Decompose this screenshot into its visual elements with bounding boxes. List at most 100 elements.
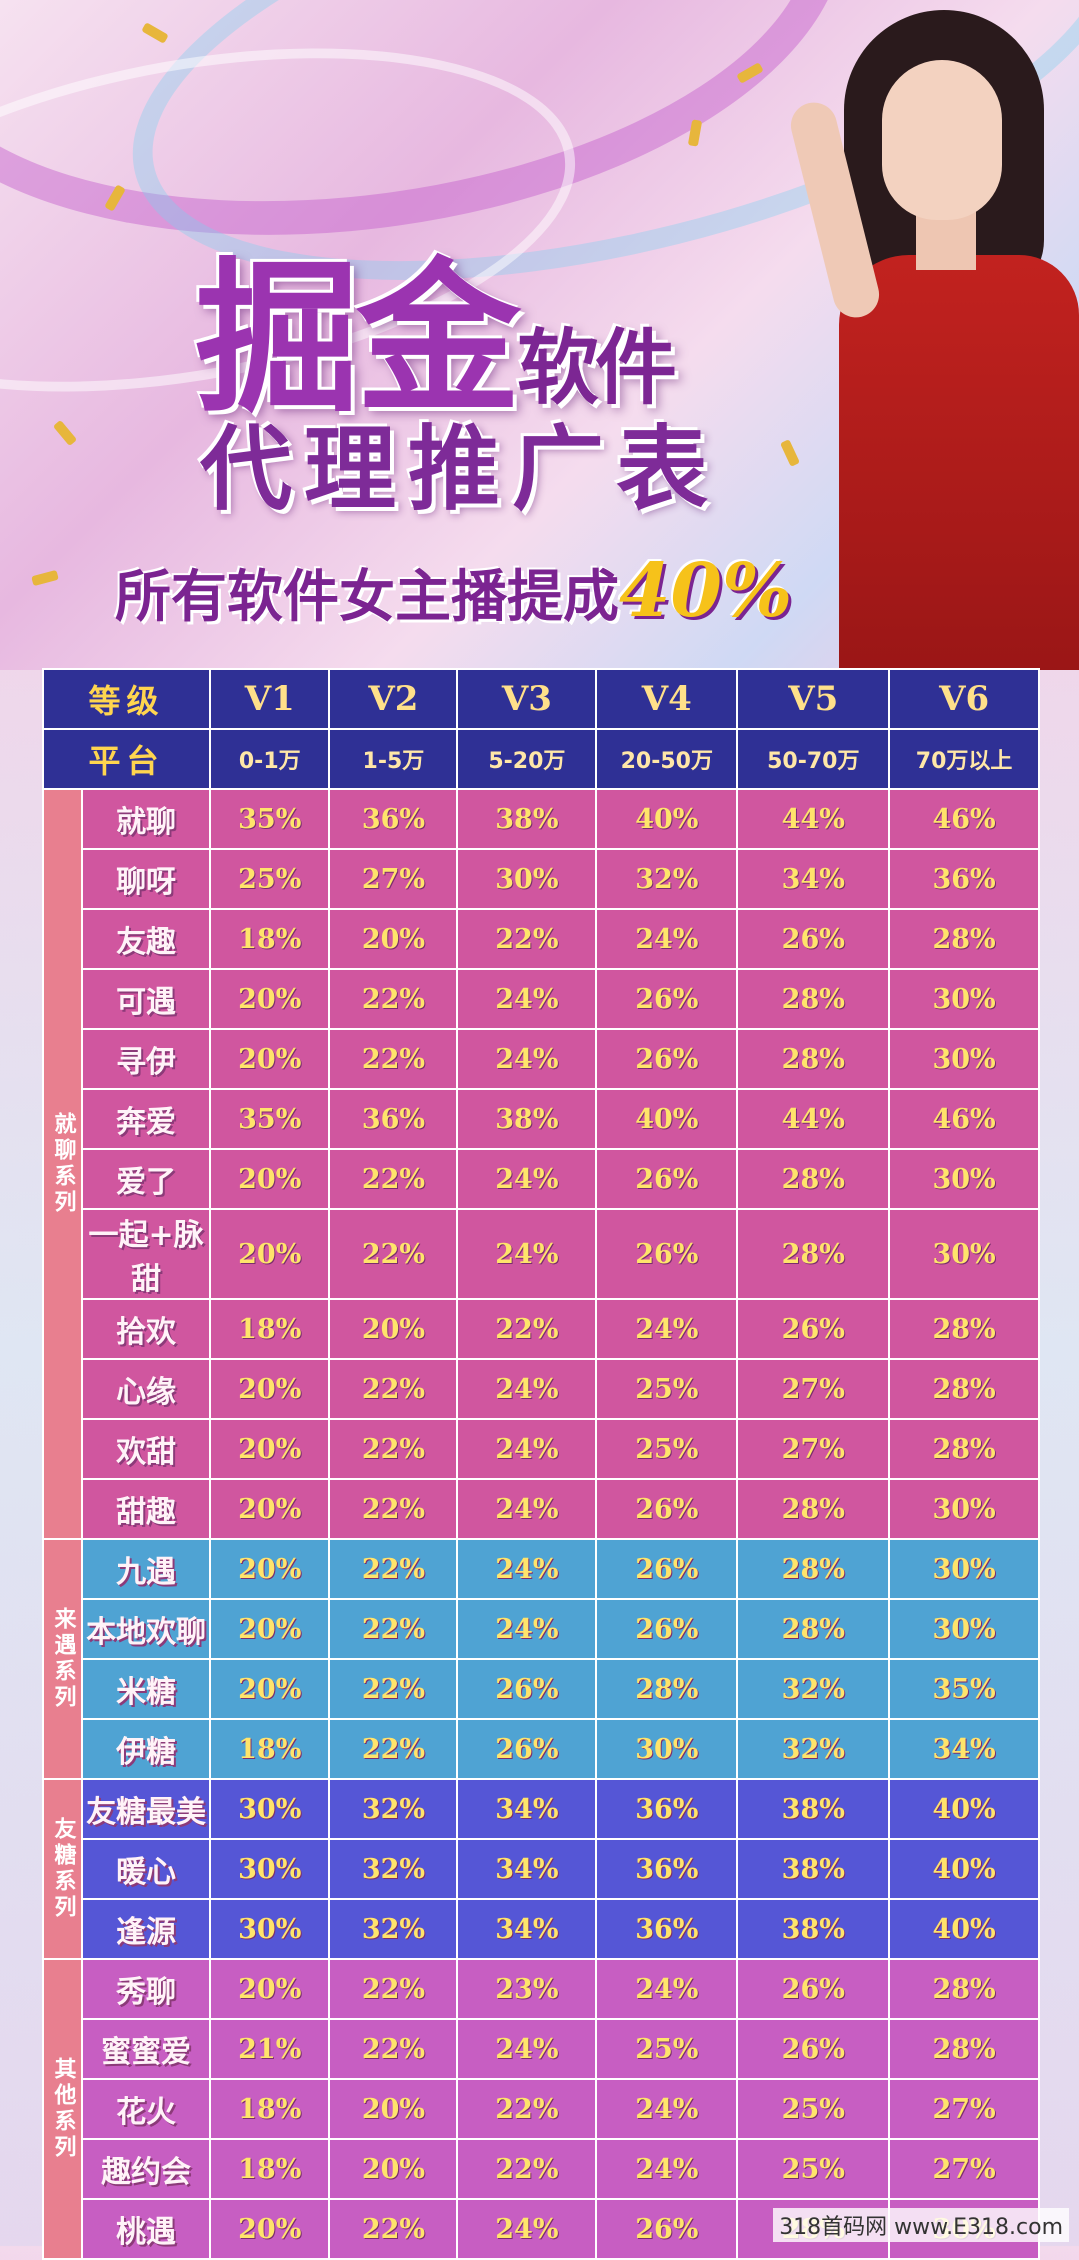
rate-cell: 20% [328, 2078, 459, 2140]
rate-cell: 18% [209, 2138, 331, 2200]
rate-cell: 30% [888, 1148, 1040, 1210]
confetti-icon [52, 419, 78, 447]
range-cell: 5-20万 [456, 728, 598, 790]
rate-cell: 22% [328, 1418, 459, 1480]
rate-cell: 24% [456, 1598, 598, 1660]
level-header-row: 等级 V1 V2 V3 V4 V5 V6 [41, 668, 1040, 730]
platform-header-row: 平台 0-1万 1-5万 5-20万 20-50万 50-70万 70万以上 [41, 728, 1040, 790]
rate-cell: 24% [456, 1358, 598, 1420]
rate-cell: 24% [456, 1418, 598, 1480]
rate-cell: 44% [736, 1088, 891, 1150]
rate-cell: 24% [456, 968, 598, 1030]
rate-cell: 30% [888, 1598, 1040, 1660]
rate-cell: 28% [736, 968, 891, 1030]
range-cell: 1-5万 [328, 728, 459, 790]
rate-cell: 28% [888, 1958, 1040, 2020]
series-label: 来遇系列 [41, 1538, 84, 1780]
rate-cell: 36% [328, 1088, 459, 1150]
rate-cell: 22% [328, 1478, 459, 1540]
rate-cell: 22% [328, 2198, 459, 2260]
level-cell: V3 [456, 668, 598, 730]
title-suffix: 软件 [517, 320, 677, 416]
rate-cell: 27% [328, 848, 459, 910]
app-name-cell: 欢甜 [81, 1418, 212, 1480]
rate-cell: 36% [595, 1778, 739, 1840]
rate-cell: 24% [456, 2018, 598, 2080]
series-label: 其他系列 [41, 1958, 84, 2260]
table-row: 伊糖 18% 22% 26% 30% 32% 34% [43, 1718, 1040, 1780]
table-row: 来遇系列 九遇 20% 22% 24% 26% 28% 30% [41, 1538, 1040, 1780]
rate-cell: 35% [888, 1658, 1040, 1720]
table-row: 一起+脉甜 20% 22% 24% 26% 28% 30% [43, 1208, 1040, 1300]
rate-cell: 28% [736, 1478, 891, 1540]
level-cell: V6 [888, 668, 1040, 730]
table-row: 其他系列 秀聊 20% 22% 23% 24% 26% 28% [41, 1958, 1040, 2260]
rate-cell: 30% [888, 1538, 1040, 1600]
table-row: 米糖 20% 22% 26% 28% 32% 35% [43, 1658, 1040, 1720]
rate-cell: 36% [595, 1838, 739, 1900]
table-row: 甜趣 20% 22% 24% 26% 28% 30% [43, 1478, 1040, 1540]
rate-cell: 32% [328, 1838, 459, 1900]
app-name-cell: 奔爱 [81, 1088, 212, 1150]
page-title-line2: 代理推广表 [200, 416, 721, 523]
rate-cell: 30% [209, 1838, 331, 1900]
rate-cell: 22% [328, 1958, 459, 2020]
rate-cell: 20% [328, 2138, 459, 2200]
app-name-cell: 甜趣 [81, 1478, 212, 1540]
rate-cell: 25% [736, 2138, 891, 2200]
rate-cell: 22% [328, 2018, 459, 2080]
rate-cell: 30% [888, 1028, 1040, 1090]
range-cell: 70万以上 [888, 728, 1040, 790]
app-name-cell: 可遇 [81, 968, 212, 1030]
title-main: 掘金 [195, 241, 521, 435]
rate-cell: 24% [595, 908, 739, 970]
app-name-cell: 逢源 [81, 1898, 212, 1960]
rate-cell: 26% [595, 1538, 739, 1600]
rate-cell: 40% [595, 1088, 739, 1150]
rate-cell: 25% [209, 848, 331, 910]
rate-cell: 20% [209, 968, 331, 1030]
subtitle: 所有软件女主播提成40% [115, 548, 792, 634]
rate-cell: 22% [328, 1598, 459, 1660]
rate-cell: 24% [456, 1208, 598, 1300]
app-name-cell: 友糖最美 [81, 1778, 212, 1840]
rate-cell: 20% [209, 1148, 331, 1210]
rate-cell: 26% [595, 1478, 739, 1540]
rate-cell: 20% [209, 1028, 331, 1090]
rate-cell: 25% [595, 1358, 739, 1420]
rate-cell: 30% [209, 1898, 331, 1960]
rate-cell: 28% [888, 1358, 1040, 1420]
rate-cell: 20% [209, 1538, 331, 1600]
level-label: 等级 [41, 668, 212, 730]
rate-cell: 18% [209, 2078, 331, 2140]
rate-cell: 44% [736, 788, 891, 850]
rate-cell: 26% [736, 1958, 891, 2020]
table-row: 蜜蜜爱 21% 22% 24% 25% 26% 28% [43, 2018, 1040, 2080]
model-photo [786, 0, 1079, 670]
table-row: 友糖系列 友糖最美 30% 32% 34% 36% 38% 40% [41, 1778, 1040, 1960]
rate-cell: 28% [736, 1208, 891, 1300]
app-name-cell: 本地欢聊 [81, 1598, 212, 1660]
rate-cell: 30% [888, 1478, 1040, 1540]
rate-cell: 28% [736, 1028, 891, 1090]
table-row: 友趣 18% 20% 22% 24% 26% 28% [43, 908, 1040, 970]
table-row: 拾欢 18% 20% 22% 24% 26% 28% [43, 1298, 1040, 1360]
app-name-cell: 伊糖 [81, 1718, 212, 1780]
rate-cell: 26% [595, 1598, 739, 1660]
table-row: 聊呀 25% 27% 30% 32% 34% 36% [43, 848, 1040, 910]
table-row: 暖心 30% 32% 34% 36% 38% 40% [43, 1838, 1040, 1900]
rate-cell: 40% [888, 1838, 1040, 1900]
rate-cell: 24% [456, 1028, 598, 1090]
app-name-cell: 九遇 [81, 1538, 212, 1600]
rate-cell: 40% [888, 1778, 1040, 1840]
app-name-cell: 一起+脉甜 [81, 1208, 212, 1300]
level-cell: V5 [736, 668, 891, 730]
series-label: 就聊系列 [41, 788, 84, 1540]
rate-cell: 22% [328, 1718, 459, 1780]
rate-cell: 38% [736, 1898, 891, 1960]
app-name-cell: 秀聊 [81, 1958, 212, 2020]
rate-cell: 24% [456, 1478, 598, 1540]
rate-cell: 46% [888, 1088, 1040, 1150]
rate-cell: 25% [595, 1418, 739, 1480]
rate-cell: 27% [888, 2078, 1040, 2140]
